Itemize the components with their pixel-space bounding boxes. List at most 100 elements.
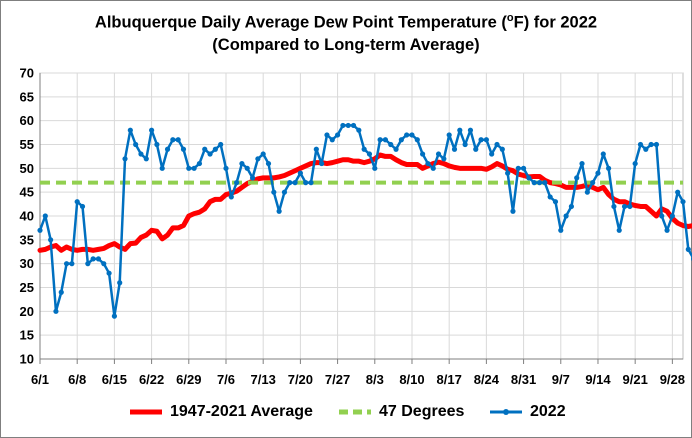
- data-point-2022: [287, 180, 293, 186]
- data-point-2022: [361, 146, 367, 152]
- data-point-2022: [228, 194, 234, 200]
- chart-title-line1: Albuquerque Daily Average Dew Point Temp…: [0, 12, 692, 33]
- data-point-2022: [122, 156, 128, 162]
- data-point-2022: [319, 160, 325, 167]
- legend-label-average: 1947-2021 Average: [170, 403, 313, 420]
- data-point-2022: [180, 146, 187, 152]
- data-point-2022: [467, 127, 474, 133]
- data-point-2022: [170, 137, 176, 143]
- title-text-start: Albuquerque Daily Average Dew Point Temp…: [94, 13, 507, 32]
- x-tick-label: 7/13: [251, 372, 276, 387]
- y-tick-label: 35: [20, 232, 34, 247]
- x-tick-label: 9/28: [660, 372, 685, 387]
- data-point-2022: [218, 141, 224, 148]
- legend-item-average: 1947-2021 Average: [128, 402, 313, 422]
- data-point-2022: [590, 180, 596, 186]
- data-point-2022: [334, 132, 341, 138]
- data-point-2022: [117, 280, 123, 286]
- data-point-2022: [106, 270, 112, 276]
- data-point-2022: [212, 146, 218, 152]
- x-tick-label: 6/22: [139, 372, 164, 387]
- data-point-2022: [489, 151, 495, 157]
- data-point-2022: [404, 132, 410, 138]
- data-point-2022: [308, 180, 314, 186]
- data-point-2022: [329, 137, 335, 143]
- data-point-2022: [420, 151, 426, 157]
- data-point-2022: [430, 165, 436, 171]
- data-point-2022: [451, 146, 458, 152]
- data-point-2022: [579, 160, 585, 167]
- data-point-2022: [127, 127, 133, 133]
- data-point-2022: [552, 199, 559, 205]
- data-point-2022: [441, 156, 447, 162]
- data-point-2022: [669, 213, 675, 219]
- x-tick-label: 8/10: [399, 372, 424, 387]
- data-point-2022: [659, 213, 665, 219]
- data-point-2022: [249, 175, 256, 181]
- legend-swatch-47-degrees: [339, 409, 371, 415]
- data-point-2022: [303, 180, 309, 186]
- data-point-2022: [79, 203, 86, 210]
- x-tick-label: 9/21: [623, 372, 648, 387]
- data-point-2022: [101, 261, 107, 267]
- y-tick-label: 65: [20, 89, 34, 104]
- data-point-2022: [48, 237, 54, 243]
- y-tick-label: 60: [20, 113, 34, 128]
- data-point-2022: [255, 156, 261, 162]
- data-point-2022: [478, 137, 484, 143]
- data-point-2022: [595, 170, 601, 176]
- data-point-2022: [409, 132, 415, 138]
- data-point-2022: [499, 146, 505, 152]
- data-point-2022: [149, 127, 155, 133]
- data-point-2022: [271, 189, 277, 195]
- x-tick-label: 8/31: [511, 372, 536, 387]
- data-point-2022: [680, 199, 686, 205]
- data-point-2022: [435, 151, 442, 157]
- data-point-2022: [531, 180, 537, 186]
- series-lines: [37, 122, 692, 319]
- data-point-2022: [664, 227, 670, 233]
- data-point-2022: [324, 132, 330, 138]
- axes: [39, 73, 683, 364]
- data-point-2022: [297, 170, 303, 176]
- x-tick-label: 6/29: [176, 372, 201, 387]
- data-point-2022: [606, 165, 612, 171]
- data-point-2022: [483, 137, 489, 143]
- data-point-2022: [536, 180, 543, 186]
- data-point-2022: [568, 203, 575, 210]
- data-point-2022: [685, 246, 691, 252]
- data-point-2022: [276, 208, 282, 214]
- data-point-2022: [175, 137, 181, 143]
- data-point-2022: [398, 137, 404, 143]
- data-point-2022: [42, 213, 48, 219]
- data-point-2022: [558, 227, 564, 233]
- data-point-2022: [372, 165, 378, 171]
- data-point-2022: [350, 122, 357, 129]
- legend-label-2022: 2022: [530, 403, 566, 420]
- legend-label-47-degrees: 47 Degrees: [379, 403, 465, 420]
- data-point-2022: [542, 180, 548, 186]
- data-point-2022: [186, 165, 192, 171]
- data-point-2022: [457, 127, 463, 133]
- x-tick-label: 6/8: [68, 372, 86, 387]
- data-point-2022: [584, 189, 590, 195]
- data-point-2022: [574, 175, 580, 181]
- data-point-2022: [627, 203, 633, 210]
- data-point-2022: [74, 199, 80, 205]
- data-point-2022: [611, 203, 617, 210]
- data-point-2022: [234, 180, 240, 186]
- data-point-2022: [53, 308, 59, 314]
- data-point-2022: [377, 137, 383, 143]
- y-tick-label: 30: [20, 256, 34, 271]
- data-point-2022: [202, 146, 208, 152]
- data-point-2022: [366, 151, 373, 157]
- data-point-2022: [414, 137, 420, 143]
- y-tick-label: 25: [20, 280, 34, 295]
- data-point-2022: [520, 165, 527, 171]
- legend-item-47-degrees: 47 Degrees: [337, 402, 464, 422]
- x-tick-label: 7/20: [288, 372, 313, 387]
- data-point-2022: [196, 160, 203, 167]
- x-tick-label: 6/15: [102, 372, 127, 387]
- data-point-2022: [563, 213, 569, 219]
